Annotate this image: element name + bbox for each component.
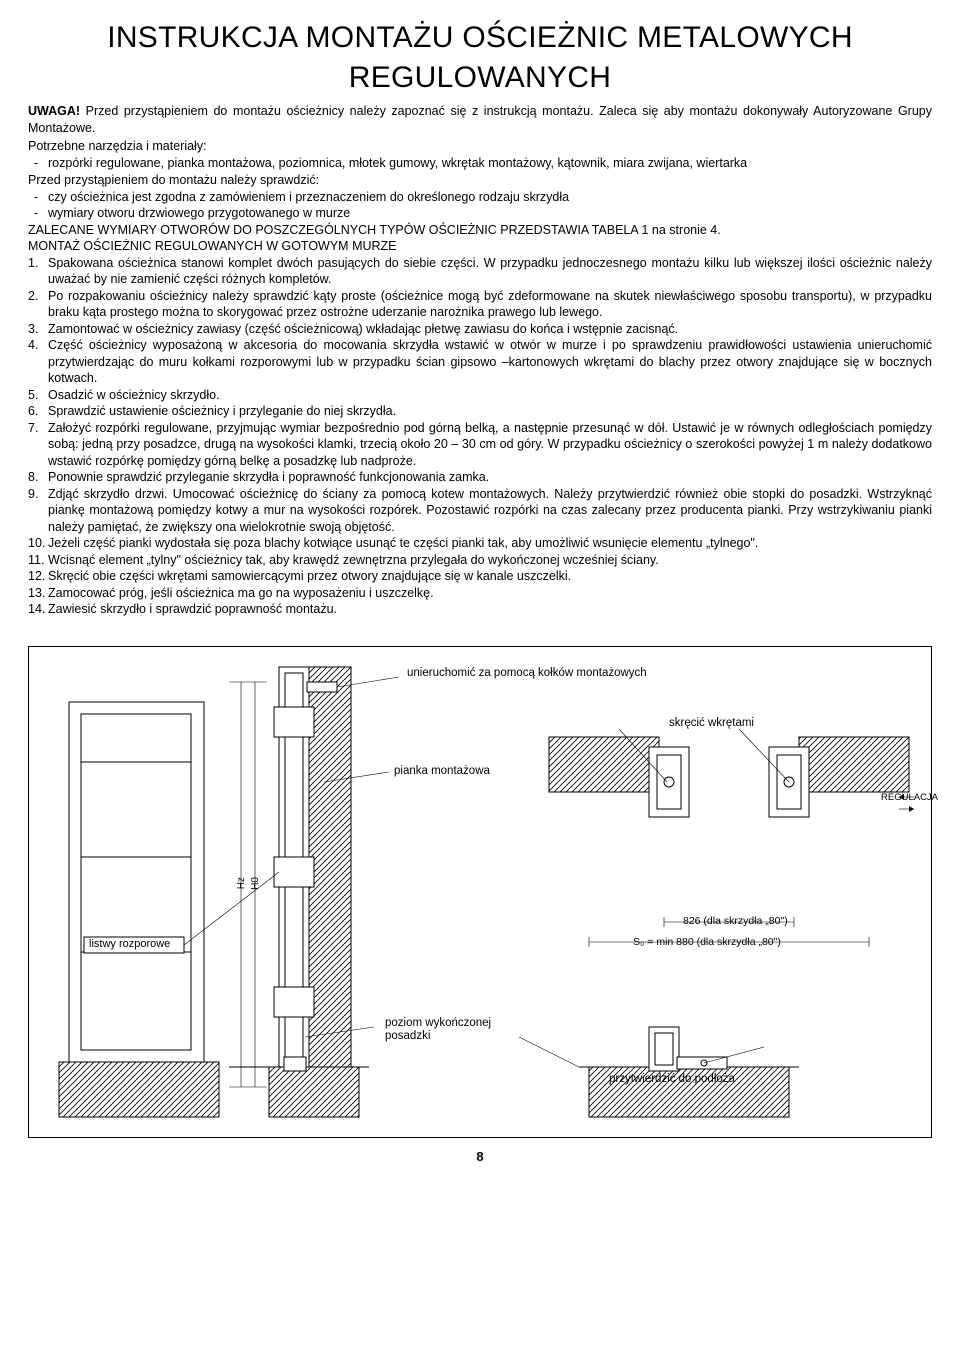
label-foam: pianka montażowa: [394, 765, 490, 779]
list-item: Spakowana ościeżnica stanowi komplet dwó…: [28, 255, 932, 288]
list-item: czy ościeżnica jest zgodna z zamówieniem…: [28, 189, 932, 206]
list-item: Zawiesić skrzydło i sprawdzić poprawność…: [28, 601, 932, 618]
tools-list: rozpórki regulowane, pianka montażowa, p…: [28, 155, 932, 172]
list-item: Zamontować w ościeżnicy zawiasy (część o…: [28, 321, 932, 338]
label-hz: Hz: [236, 877, 248, 889]
list-item: Założyć rozpórki regulowane, przyjmując …: [28, 420, 932, 470]
list-item: rozpórki regulowane, pianka montażowa, p…: [28, 155, 932, 172]
warning-label: UWAGA!: [28, 104, 80, 118]
label-regulation: REGULACJA: [881, 792, 938, 803]
intro-paragraph: UWAGA! Przed przystąpieniem do montażu o…: [28, 103, 932, 136]
list-item: Sprawdzić ustawienie ościeżnicy i przyle…: [28, 403, 932, 420]
tools-heading: Potrzebne narzędzia i materiały:: [28, 138, 932, 155]
label-dim1: 826 (dla skrzydła „80"): [683, 915, 788, 928]
assembly-diagram: unieruchomić za pomocą kołków montażowyc…: [28, 646, 932, 1138]
list-item: Zdjąć skrzydło drzwi. Umocować ościeżnic…: [28, 486, 932, 536]
list-item: Po rozpakowaniu ościeżnicy należy sprawd…: [28, 288, 932, 321]
precheck-list: czy ościeżnica jest zgodna z zamówieniem…: [28, 189, 932, 222]
page-number: 8: [28, 1148, 932, 1165]
label-strips: listwy rozporowe: [89, 938, 170, 951]
list-item: Zamocować próg, jeśli ościeżnica ma go n…: [28, 585, 932, 602]
list-item: Jeżeli część pianki wydostała się poza b…: [28, 535, 932, 552]
label-screw: skręcić wkrętami: [669, 717, 754, 731]
precheck-heading: Przed przystąpieniem do montażu należy s…: [28, 172, 932, 189]
intro-text: Przed przystąpieniem do montażu ościeżni…: [28, 104, 932, 135]
label-h0: H0: [250, 877, 262, 890]
list-item: Osadzić w ościeżnicy skrzydło.: [28, 387, 932, 404]
label-floor-level: poziom wykończonej posadzki: [385, 1017, 505, 1045]
list-item: Wcisnąć element „tylny" ościeżnicy tak, …: [28, 552, 932, 569]
steps-list: Spakowana ościeżnica stanowi komplet dwó…: [28, 255, 932, 618]
list-item: Skręcić obie części wkrętami samowiercąc…: [28, 568, 932, 585]
label-fix-floor: przytwierdzić do podłoża: [609, 1073, 735, 1087]
montaz-heading: MONTAŻ OŚCIEŻNIC REGULOWANYCH W GOTOWYM …: [28, 238, 932, 255]
list-item: wymiary otworu drzwiowego przygotowanego…: [28, 205, 932, 222]
list-item: Część ościeżnicy wyposażoną w akcesoria …: [28, 337, 932, 387]
page-title: INSTRUKCJA MONTAŻU OŚCIEŻNIC METALOWYCH …: [28, 18, 932, 97]
list-item: Ponownie sprawdzić przyleganie skrzydła …: [28, 469, 932, 486]
label-dim2: S₀ = min 880 (dla skrzydła „80"): [633, 936, 781, 949]
label-anchor: unieruchomić za pomocą kołków montażowyc…: [407, 667, 647, 681]
recommended-line: ZALECANE WYMIARY OTWORÓW DO POSZCZEGÓLNY…: [28, 222, 932, 239]
